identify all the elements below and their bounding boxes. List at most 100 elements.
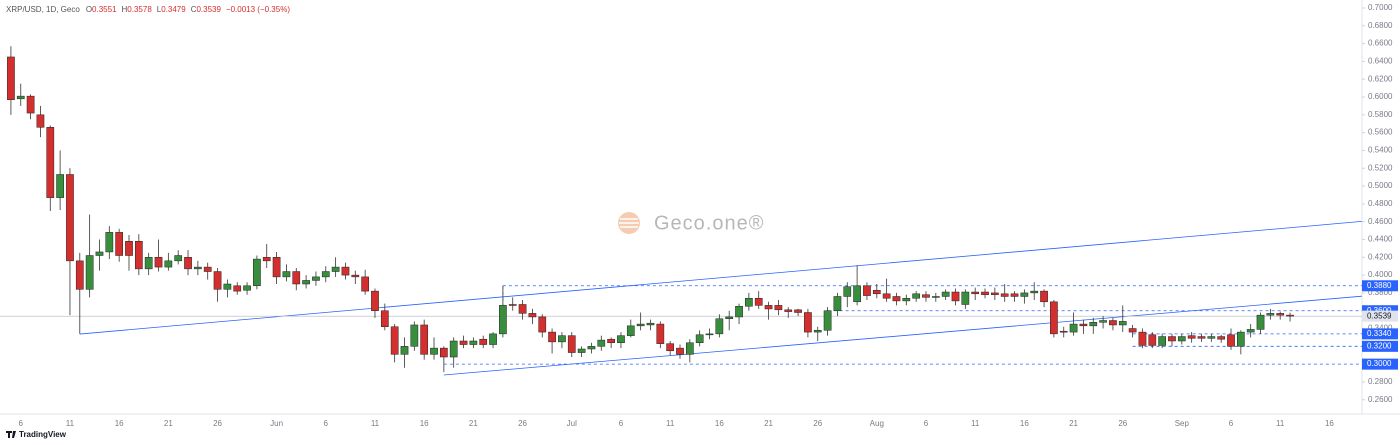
candle-body — [971, 291, 980, 295]
legend-value: 0.3578 — [127, 5, 152, 14]
candle-body — [380, 310, 389, 327]
x-tick-label: Aug — [870, 419, 884, 428]
candle-body — [548, 331, 556, 343]
candle-body — [1177, 336, 1186, 342]
candle-body — [400, 346, 409, 355]
candle-body — [302, 280, 310, 285]
candle-body — [676, 347, 684, 355]
candle-body — [125, 241, 133, 256]
candle-body — [1148, 334, 1157, 346]
candle-body — [1197, 336, 1206, 339]
y-tick-label: 0.5200 — [1368, 163, 1393, 172]
candle-body — [459, 340, 468, 345]
candle-body — [253, 258, 261, 287]
candle-body — [587, 346, 596, 350]
candle-body — [361, 276, 369, 292]
candle-body — [1089, 322, 1098, 327]
candle-body — [528, 313, 537, 318]
candle-body — [75, 260, 84, 290]
candle-body — [1207, 336, 1216, 339]
candle-body — [794, 309, 802, 313]
candle-body — [1246, 329, 1255, 333]
x-tick-label: 11 — [666, 419, 675, 428]
candle-body — [1227, 334, 1235, 347]
branding-text: TradingView — [19, 430, 67, 439]
x-tick-label: 6 — [324, 419, 329, 428]
y-tick-label: 0.5000 — [1368, 181, 1393, 190]
candle-body — [1079, 323, 1088, 327]
candle-body — [1010, 293, 1019, 297]
candle-body — [164, 260, 173, 268]
x-tick-label: 11 — [371, 419, 380, 428]
candle-body — [469, 340, 478, 345]
candle-body — [7, 56, 15, 100]
candle-body — [666, 343, 675, 352]
legend-key: O — [85, 5, 93, 14]
y-tick-label: 0.4600 — [1368, 217, 1393, 226]
candle-body — [1109, 320, 1117, 326]
candle-body — [892, 296, 901, 302]
candle-body — [479, 338, 488, 345]
change: −0.0013 (−0.35%) — [225, 5, 290, 14]
candle-body — [410, 324, 419, 347]
x-tick-label: 26 — [518, 419, 527, 428]
candle-body — [213, 271, 222, 290]
candle-body — [774, 305, 783, 311]
candle-body — [449, 340, 458, 358]
trend-line — [443, 295, 1362, 376]
candle-body — [705, 333, 714, 336]
candle-body — [420, 324, 429, 355]
candle-body — [902, 298, 911, 302]
candle-body — [1276, 313, 1285, 316]
candle-body — [745, 298, 753, 307]
candle-body — [1050, 301, 1058, 335]
y-tick-label: 0.6800 — [1368, 21, 1393, 30]
candle-body — [1099, 320, 1107, 323]
candle-body — [1059, 330, 1068, 333]
candle-body — [981, 291, 989, 295]
level-label-box — [1362, 328, 1398, 340]
candle-body — [26, 95, 35, 114]
candle-body — [1217, 336, 1226, 340]
candle-body — [784, 309, 793, 312]
watermark-text: Geco.one® — [654, 212, 764, 234]
candle-body — [843, 286, 852, 297]
legend-value: 0.3539 — [196, 5, 221, 14]
candle-body — [725, 316, 734, 319]
candle-body — [1020, 292, 1029, 297]
level-label-box — [1362, 358, 1398, 370]
y-tick-label: 0.2600 — [1368, 395, 1393, 404]
candle-body — [951, 291, 960, 302]
y-tick-label: 0.4800 — [1368, 199, 1393, 208]
candle-body — [233, 285, 242, 292]
candle-body — [695, 334, 704, 344]
last-price-label: 0.3539 — [1367, 311, 1392, 320]
candle-body — [882, 293, 891, 299]
x-tick-label: 21 — [469, 419, 478, 428]
candle-body — [371, 290, 379, 311]
watermark: Geco.one® — [618, 212, 764, 234]
candle-body — [1236, 331, 1245, 347]
candle-body — [154, 257, 163, 268]
candle-body — [636, 323, 645, 327]
candle-body — [95, 251, 104, 256]
candle-body — [203, 266, 212, 272]
legend-value: 0.3479 — [161, 5, 186, 14]
candle-body — [577, 348, 586, 353]
candle-body — [489, 333, 497, 345]
candle-body — [685, 342, 694, 355]
candle-body — [1030, 290, 1039, 294]
candle-body — [518, 304, 527, 314]
y-tick-label: 0.7000 — [1368, 3, 1393, 12]
candle-body — [430, 347, 438, 355]
x-tick-label: 26 — [813, 419, 822, 428]
x-tick-label: 21 — [764, 419, 773, 428]
candle-body — [863, 285, 871, 296]
candle-body — [1000, 293, 1009, 297]
candle-body — [646, 322, 655, 326]
candle-body — [440, 347, 448, 358]
candle-body — [1256, 314, 1265, 330]
x-tick-label: Jul — [567, 419, 577, 428]
candle-body — [626, 325, 635, 336]
